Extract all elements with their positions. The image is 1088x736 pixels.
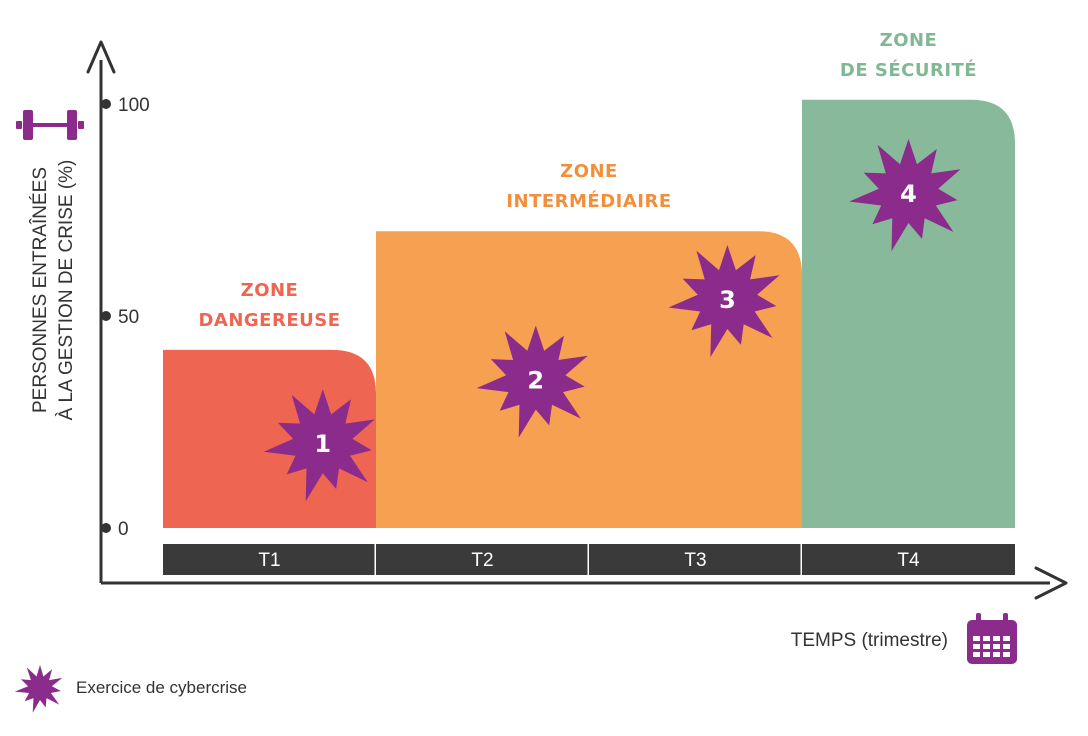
starburst-icon: [14, 665, 63, 713]
x-axis-arrow: [1034, 566, 1068, 600]
exercise-burst-3: [668, 245, 780, 358]
exercise-burst-2: [476, 325, 588, 438]
y-tick-mark: [101, 523, 111, 533]
axes: [86, 40, 1068, 600]
zone-title-2-line-1: ZONE: [560, 161, 618, 182]
y-tick-label: 100: [118, 95, 150, 116]
dumbbell-icon: [16, 110, 84, 140]
y-tick-mark: [101, 99, 111, 109]
y-tick-label: 0: [118, 519, 129, 540]
zone-title-1-line-1: ZONE: [241, 280, 299, 301]
period-cell: [589, 544, 801, 575]
exercise-number: 3: [719, 286, 736, 314]
zone-titles: ZONE DANGEREUSE ZONE INTERMÉDIAIRE ZONE DE SÉ…: [198, 30, 977, 331]
exercise-bursts: 1 2 3 4: [263, 139, 961, 502]
exercise-number: 4: [900, 180, 917, 208]
period-label: T1: [258, 550, 280, 571]
y-axis-title-line-2: À LA GESTION DE CRISE (%): [56, 160, 77, 421]
legend: Exercice de cybercrise: [14, 665, 247, 713]
legend-label: Exercice de cybercrise: [76, 678, 247, 697]
period-bar: T1 T2 T3 T4: [163, 544, 1015, 575]
y-axis-title-line-1: PERSONNES ENTRAÎNÉES: [29, 167, 51, 413]
zone-title-2-line-2: INTERMÉDIAIRE: [506, 190, 671, 212]
zone-area-3: [802, 99, 1015, 528]
y-axis-arrow: [86, 40, 116, 74]
zone-title-1-line-2: DANGEREUSE: [198, 310, 340, 331]
x-axis-title: TEMPS (trimestre): [791, 630, 948, 651]
calendar-icon: [967, 613, 1017, 664]
y-tick-mark: [101, 311, 111, 321]
exercise-burst-1: [263, 389, 375, 502]
period-cell: [802, 544, 1015, 575]
exercise-number: 1: [314, 430, 331, 458]
y-ticks: 0 50 100: [101, 95, 150, 540]
exercise-burst-4: [849, 139, 961, 252]
y-tick-label: 50: [118, 307, 139, 328]
period-cell: [376, 544, 588, 575]
zone-title-3-line-1: ZONE: [880, 30, 938, 51]
period-label: T3: [684, 550, 706, 571]
period-label: T2: [471, 550, 493, 571]
zone-title-3-line-2: DE SÉCURITÉ: [840, 59, 977, 81]
exercise-number: 2: [527, 367, 544, 395]
period-label: T4: [897, 550, 920, 571]
period-cell: [163, 544, 375, 575]
